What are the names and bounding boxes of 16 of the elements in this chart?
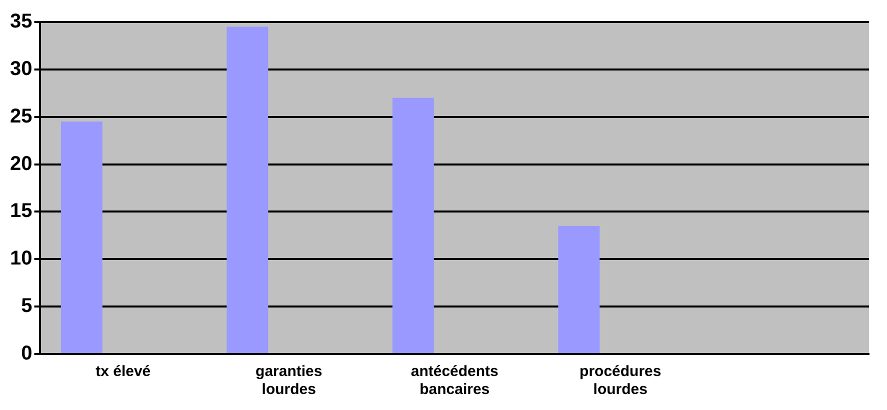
x-tick-label: procédures lourdes	[580, 363, 662, 398]
x-tick-label: garanties lourdes	[256, 363, 322, 398]
bar	[60, 122, 102, 353]
x-tick-label: antécédents bancaires	[410, 363, 498, 398]
y-tick-label: 5	[21, 295, 32, 318]
y-tick-label: 0	[21, 342, 32, 365]
y-tick-label: 30	[10, 58, 32, 80]
y-tick-label: 35	[10, 10, 32, 33]
x-tick-label: tx élevé	[96, 363, 151, 380]
bar	[392, 98, 434, 353]
y-tick-label: 25	[10, 105, 32, 128]
bar	[558, 226, 600, 353]
bar	[226, 26, 268, 353]
y-tick-label: 15	[10, 200, 32, 222]
y-tick-label: 20	[10, 152, 32, 175]
y-tick-label: 10	[10, 248, 32, 270]
